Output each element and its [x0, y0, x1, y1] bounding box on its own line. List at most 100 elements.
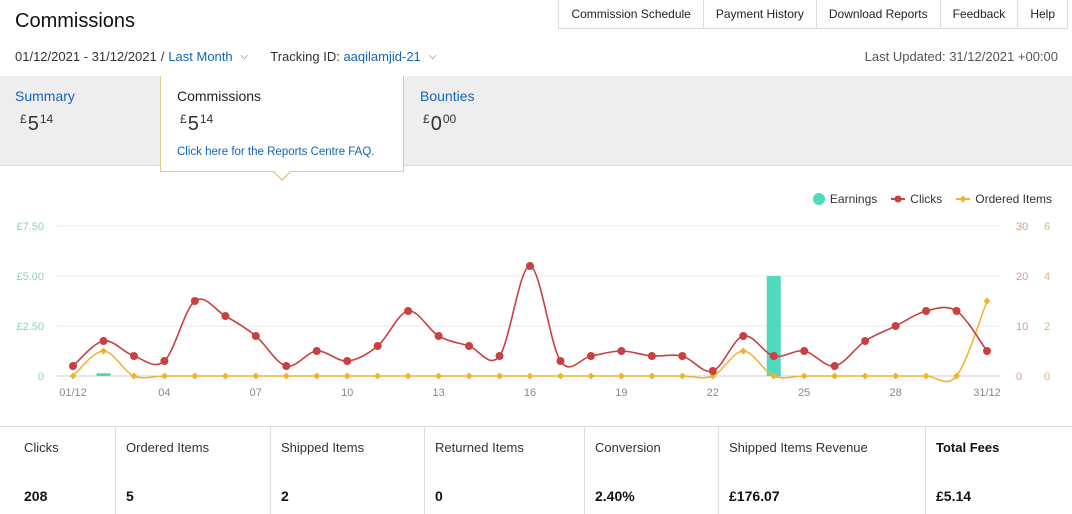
clicks-point [465, 342, 474, 350]
stat-label: Total Fees [936, 440, 1000, 455]
clicks-point [556, 357, 565, 365]
tracking-id-dropdown[interactable]: aaqilamjid-21 [343, 49, 421, 64]
y-right-clicks-tick-label: 0 [1016, 371, 1022, 383]
clicks-point [800, 347, 809, 355]
clicks-point [221, 312, 230, 320]
legend-ordered-items[interactable]: Ordered Items [956, 192, 1052, 206]
clicks-point [282, 362, 291, 370]
y-right-clicks-tick-label: 20 [1016, 271, 1028, 283]
stat-value: £5.14 [936, 488, 972, 504]
period-dropdown[interactable]: Last Month [168, 49, 233, 64]
clicks-point [373, 342, 382, 350]
clicks-point [678, 352, 687, 360]
nav-download-reports[interactable]: Download Reports [816, 0, 941, 29]
clicks-point [647, 352, 656, 360]
clicks-point [586, 352, 595, 360]
y-right-items-tick-label: 6 [1044, 221, 1050, 233]
ordered-items-point [374, 372, 382, 380]
clicks-point [190, 297, 199, 305]
x-tick-label: 31/12 [973, 387, 1001, 399]
stat-value: £176.07 [729, 488, 780, 504]
y-left-tick-label: £2.50 [16, 321, 44, 333]
ordered-items-point [861, 372, 869, 380]
clicks-point [861, 337, 870, 345]
nav-feedback[interactable]: Feedback [940, 0, 1019, 29]
clicks-point [343, 357, 352, 365]
earnings-bar [96, 373, 111, 376]
x-tick-label: 16 [524, 387, 536, 399]
stat-ordered-items: Ordered Items 5 [116, 427, 271, 514]
filter-bar: 01/12/2021 - 31/12/2021 / Last Month ⌵ T… [15, 49, 458, 64]
nav-payment-history[interactable]: Payment History [703, 0, 817, 29]
clicks-point [922, 307, 931, 315]
ordered-items-point [130, 372, 138, 380]
tab-commissions[interactable]: Commissions £514 Click here for the Repo… [160, 76, 404, 172]
ordered-items-point [343, 372, 351, 380]
y-right-items-tick-label: 2 [1044, 321, 1050, 333]
ordered-items-point [678, 372, 686, 380]
date-separator: / [160, 49, 165, 64]
ordered-items-point [526, 372, 534, 380]
ordered-items-point [587, 372, 595, 380]
clicks-point [891, 322, 900, 330]
ordered-items-point [465, 372, 473, 380]
nav-commission-schedule[interactable]: Commission Schedule [559, 0, 704, 29]
tab-commissions-label: Commissions [177, 88, 262, 104]
clicks-point [769, 352, 778, 360]
commissions-amount: £514 [180, 112, 214, 135]
clicks-point [99, 337, 108, 345]
tab-bounties[interactable]: Bounties £000 [420, 76, 580, 166]
page-title: Commissions [15, 10, 136, 32]
x-tick-label: 19 [615, 387, 627, 399]
clicks-line [72, 265, 988, 373]
y-left-tick-label: £7.50 [16, 221, 44, 233]
y-left-tick-label: £5.00 [16, 271, 44, 283]
stat-label: Shipped Items [281, 440, 365, 455]
clicks-line-icon [891, 195, 906, 203]
stat-shipped-revenue: Shipped Items Revenue £176.07 [719, 427, 926, 514]
bounties-amount: £000 [423, 112, 457, 135]
ordered-items-point [221, 372, 229, 380]
x-tick-label: 01/12 [59, 387, 87, 399]
tab-pointer-fill [274, 171, 290, 179]
chevron-down-icon[interactable]: ⌵ [428, 51, 437, 62]
legend-earnings[interactable]: Earnings [812, 192, 877, 206]
y-left-tick-label: 0 [38, 371, 44, 383]
reports-faq-link[interactable]: Click here for the Reports Centre FAQ. [177, 146, 375, 158]
top-navigation: Commission Schedule Payment History Down… [558, 0, 1068, 29]
tracking-id-label: Tracking ID: [270, 49, 340, 64]
stat-label: Returned Items [435, 440, 524, 455]
clicks-point [160, 357, 169, 365]
stats-bar: Clicks 208 Ordered Items 5 Shipped Items… [0, 426, 1072, 514]
clicks-point [495, 352, 504, 360]
ordered-items-point [556, 372, 564, 380]
x-tick-label: 28 [889, 387, 901, 399]
stat-value: 0 [435, 488, 443, 504]
last-updated: Last Updated: 31/12/2021 +00:00 [864, 49, 1058, 64]
chart-legend: Earnings Clicks Ordered Items [799, 192, 1052, 206]
ordered-items-point [983, 297, 991, 305]
ordered-items-point [252, 372, 260, 380]
legend-clicks-label: Clicks [910, 192, 943, 206]
y-right-clicks-tick-label: 30 [1016, 221, 1028, 233]
date-range: 01/12/2021 - 31/12/2021 [15, 49, 157, 64]
tab-summary[interactable]: Summary £514 [15, 76, 155, 166]
tab-bounties-label[interactable]: Bounties [420, 88, 475, 104]
commissions-chart: £7.50 30 6£5.00 20 4£2.50 10 20 0 001/12 04 07 10 13… [16, 221, 1050, 399]
chevron-down-icon[interactable]: ⌵ [240, 51, 249, 62]
x-tick-label: 04 [158, 387, 170, 399]
ordered-items-point [770, 372, 778, 380]
tab-summary-label[interactable]: Summary [15, 88, 75, 104]
ordered-items-line-icon [956, 195, 971, 203]
earnings-dot-icon [812, 193, 825, 205]
legend-clicks[interactable]: Clicks [891, 192, 942, 206]
stat-value: 5 [126, 488, 134, 504]
stat-conversion: Conversion 2.40% [585, 427, 719, 514]
clicks-point [251, 332, 260, 340]
ordered-items-point [739, 347, 747, 355]
ordered-items-point [892, 372, 900, 380]
ordered-items-point [404, 372, 412, 380]
nav-help[interactable]: Help [1018, 0, 1068, 29]
summary-amount: £514 [20, 112, 54, 135]
clicks-point [830, 362, 839, 370]
